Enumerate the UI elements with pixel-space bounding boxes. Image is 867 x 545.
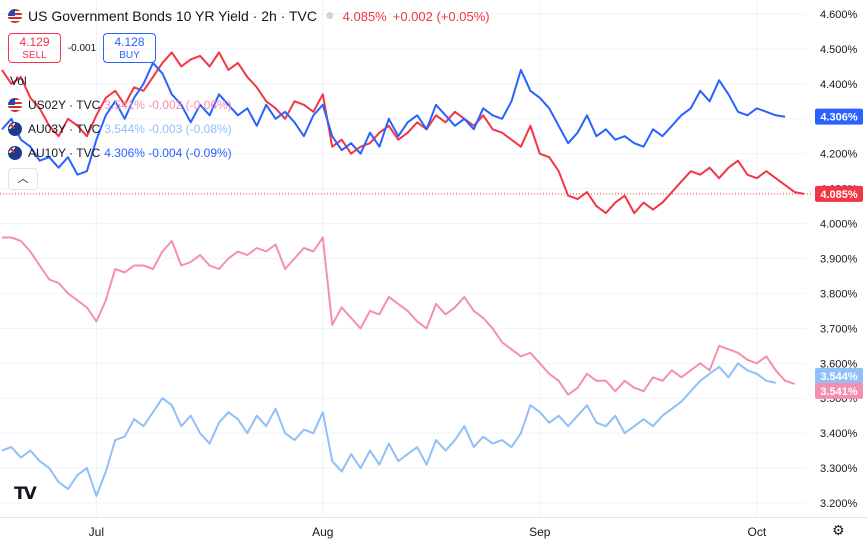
x-tick-label: Oct: [747, 525, 766, 539]
chart-header: US Government Bonds 10 YR Yield · 2h · T…: [8, 5, 490, 27]
x-tick-label: Jul: [89, 525, 104, 539]
series-line-3: [1, 362, 776, 497]
y-tick-label: 4.500%: [820, 44, 858, 56]
chart-series: [0, 51, 812, 497]
us-flag-icon: [8, 9, 22, 23]
y-tick-label: 3.600%: [820, 358, 858, 370]
header-price: 4.085%: [342, 8, 387, 24]
header-change: +0.002 (+0.05%): [392, 8, 490, 24]
legend-us02y[interactable]: US02Y · TVC 3.541% -0.002 (-0.06%): [8, 95, 232, 115]
legend-au03y[interactable]: AU03Y · TVC 3.544% -0.003 (-0.08%): [8, 119, 232, 139]
y-tick-label: 4.600%: [820, 9, 858, 21]
last-price-badge: [815, 382, 863, 399]
y-tick-label: 3.300%: [820, 463, 858, 475]
legend-values: 3.544% -0.003 (-0.08%): [104, 122, 232, 136]
last-price-badge: [815, 185, 863, 202]
legend-symbol: AU03Y · TVC: [28, 122, 101, 136]
legend-values: 3.541% -0.002 (-0.06%): [104, 98, 232, 112]
y-tick-label: 3.700%: [820, 323, 858, 335]
chevron-up-icon[interactable]: ︿: [8, 168, 38, 190]
legend-symbol: AU10Y · TVC: [28, 146, 101, 160]
legend-values: 4.306% -0.004 (-0.09%): [104, 146, 232, 160]
y-tick-label: 3.200%: [820, 498, 858, 510]
spread-value: -0.001: [67, 42, 97, 54]
us-flag-icon: [8, 98, 22, 112]
y-tick-label: 3.800%: [820, 288, 858, 300]
au-flag-icon: [8, 122, 22, 136]
series-line-1: [1, 61, 786, 176]
legend-au10y[interactable]: AU10Y · TVC 4.306% -0.004 (-0.09%): [8, 143, 232, 163]
gear-icon[interactable]: ⚙: [832, 522, 845, 538]
y-tick-label: 4.200%: [820, 149, 858, 161]
trade-buttons: 4.129 SELL -0.001 4.128 BUY: [8, 33, 156, 63]
last-price-labels: 4.306% 4.085% 3.544% 3.541%: [815, 108, 863, 399]
sell-label: SELL: [22, 50, 47, 61]
buy-label: BUY: [119, 50, 140, 61]
last-price-text: 4.306%: [820, 112, 858, 124]
tradingview-logo-icon[interactable]: TV: [14, 484, 37, 504]
au-flag-icon: [8, 146, 22, 160]
y-axis: 3.200%3.300%3.400%3.500%3.600%3.700%3.80…: [820, 9, 858, 510]
market-status-dot: ●: [324, 7, 335, 24]
buy-button[interactable]: 4.128 BUY: [103, 33, 156, 63]
y-tick-label: 3.900%: [820, 254, 858, 266]
last-price-badge: [815, 108, 863, 125]
last-price-text: 4.085%: [820, 189, 858, 201]
y-tick-label: 3.400%: [820, 428, 858, 440]
series-line-0: [1, 51, 805, 215]
legend-symbol: US02Y · TVC: [28, 98, 101, 112]
sell-price: 4.129: [19, 35, 50, 49]
x-axis: Jul Aug Sep Oct: [89, 525, 767, 539]
last-price-text: 3.544%: [820, 371, 858, 383]
series-line-2: [2, 236, 795, 396]
x-tick-label: Sep: [529, 525, 551, 539]
buy-price: 4.128: [114, 35, 145, 49]
symbol-title[interactable]: US Government Bonds 10 YR Yield · 2h · T…: [28, 8, 317, 24]
y-tick-label: 4.000%: [820, 219, 858, 231]
x-tick-label: Aug: [312, 525, 333, 539]
y-tick-label: 4.400%: [820, 79, 858, 91]
last-price-text: 3.541%: [820, 386, 858, 398]
volume-label[interactable]: Vol: [10, 74, 27, 88]
last-price-badge: [815, 367, 863, 384]
sell-button[interactable]: 4.129 SELL: [8, 33, 61, 63]
chart-grid: [0, 0, 867, 518]
